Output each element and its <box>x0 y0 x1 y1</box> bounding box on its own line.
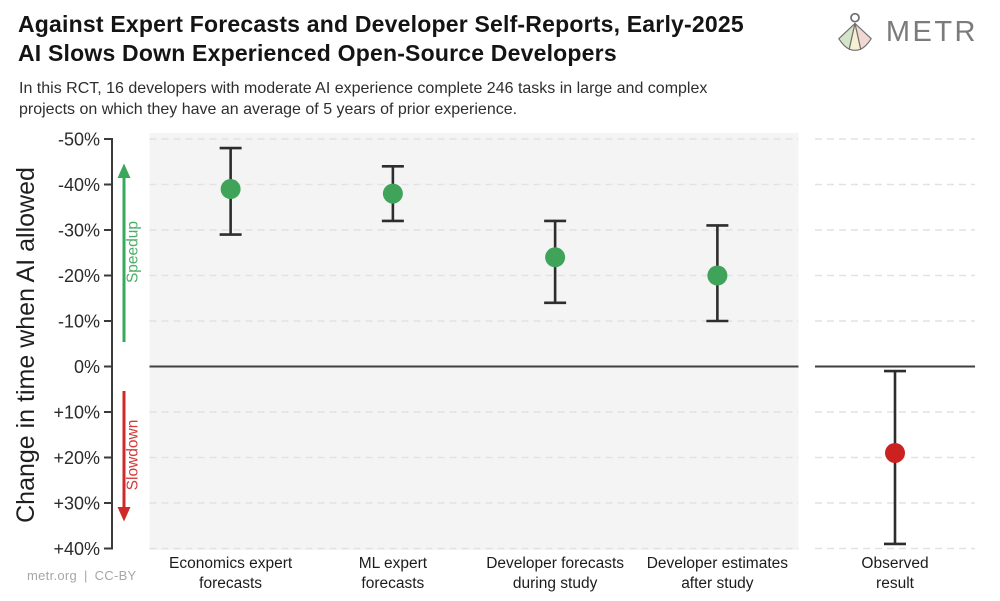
data-point-observed-result <box>885 442 905 463</box>
chart-subtitle: In this RCT, 16 developers with moderate… <box>19 78 707 120</box>
y-tick-label-40: +40% <box>53 539 100 559</box>
data-point-ml-expert-forecasts <box>382 183 403 204</box>
up-arrowhead <box>117 163 131 178</box>
speedup-label: Speedup <box>125 221 142 283</box>
x-axis-label-developer-forecasts-during-study: Developer forecasts during study <box>486 555 624 592</box>
y-tick-label-10: +10% <box>53 403 100 423</box>
y-tick-label-30: +30% <box>53 494 100 514</box>
y-tick-label-0: 0% <box>74 357 100 377</box>
y-tick-label--30: -30% <box>58 221 100 241</box>
y-tick-label--40: -40% <box>58 175 100 195</box>
data-point-economics-expert-forecasts <box>220 179 241 200</box>
y-axis-title: Change in time when AI allowed <box>12 167 40 523</box>
chart-subtitle-line1: In this RCT, 16 developers with moderate… <box>19 80 708 97</box>
data-point-developer-forecasts-during-study <box>545 247 566 268</box>
metr-logo-text: METR <box>885 15 978 48</box>
x-axis-label-economics-expert-forecasts: Economics expert forecasts <box>169 555 293 592</box>
chart-title: Against Expert Forecasts and Developer S… <box>18 10 744 68</box>
slowdown-label: Slowdown <box>125 420 142 491</box>
metr-logo-icon <box>838 12 872 51</box>
x-axis-label-observed-result: Observed result <box>861 555 928 592</box>
chart-subtitle-line2: projects on which they have an average o… <box>19 101 518 118</box>
chart-title-line1: Against Expert Forecasts and Developer S… <box>18 11 744 37</box>
credit-text: metr.org | CC-BY <box>27 568 137 583</box>
y-tick-label-20: +20% <box>53 448 100 468</box>
x-axis-label-ml-expert-forecasts: ML expert forecasts <box>359 555 428 592</box>
y-axis-line <box>104 138 113 550</box>
x-axis-label-developer-estimates-after-study: Developer estimates after study <box>647 555 789 592</box>
data-point-developer-estimates-after-study <box>707 265 728 286</box>
chart-canvas: -50% -40% -30% -20% -10% 0% +10% +20% +30% +40% Ch… <box>12 130 975 592</box>
plot-panel-forecasts <box>149 133 799 550</box>
metr-logo: METR <box>834 10 978 54</box>
y-tick-label--10: -10% <box>58 312 100 332</box>
y-tick-label--50: -50% <box>58 130 100 150</box>
down-arrowhead <box>117 507 131 522</box>
y-tick-label--20: -20% <box>58 266 100 286</box>
chart-title-line2: AI Slows Down Experienced Open-Source De… <box>18 40 617 66</box>
